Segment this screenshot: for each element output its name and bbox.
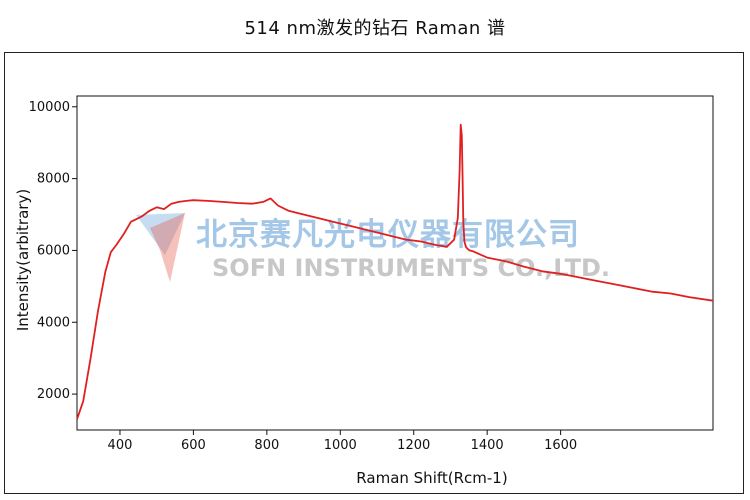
watermark: 北京赛凡光电仪器有限公司 SOFN INSTRUMENTS CO.,LTD. (136, 213, 610, 282)
y-tick-label: 10000 (29, 100, 70, 115)
y-axis: 2000 4000 6000 8000 10000 (29, 100, 77, 402)
watermark-logo-blue (136, 213, 185, 255)
x-tick-label: 1200 (397, 438, 430, 453)
y-tick-label: 2000 (37, 387, 70, 402)
x-tick-label: 600 (181, 438, 206, 453)
x-tick-label: 1400 (471, 438, 504, 453)
y-tick-label: 8000 (37, 172, 70, 187)
x-axis-label: Raman Shift(Rcm-1) (356, 469, 507, 487)
y-axis-label: Intensity(arbitrary) (14, 189, 32, 331)
plot-area (76, 95, 714, 431)
y-tick-label: 4000 (37, 315, 70, 330)
x-tick-label: 800 (254, 438, 279, 453)
watermark-company-en: SOFN INSTRUMENTS CO.,LTD. (212, 254, 610, 282)
x-axis: 400 600 800 1000 1200 1400 1600 (108, 430, 577, 453)
watermark-logo-red (150, 213, 185, 282)
chart-title: 514 nm激发的钻石 Raman 谱 (244, 18, 506, 39)
y-tick-label: 6000 (37, 243, 70, 258)
x-tick-label: 400 (108, 438, 133, 453)
x-tick-label: 1600 (544, 438, 577, 453)
chart-frame (4, 52, 744, 494)
series-line (76, 123, 714, 420)
x-tick-label: 1000 (324, 438, 357, 453)
